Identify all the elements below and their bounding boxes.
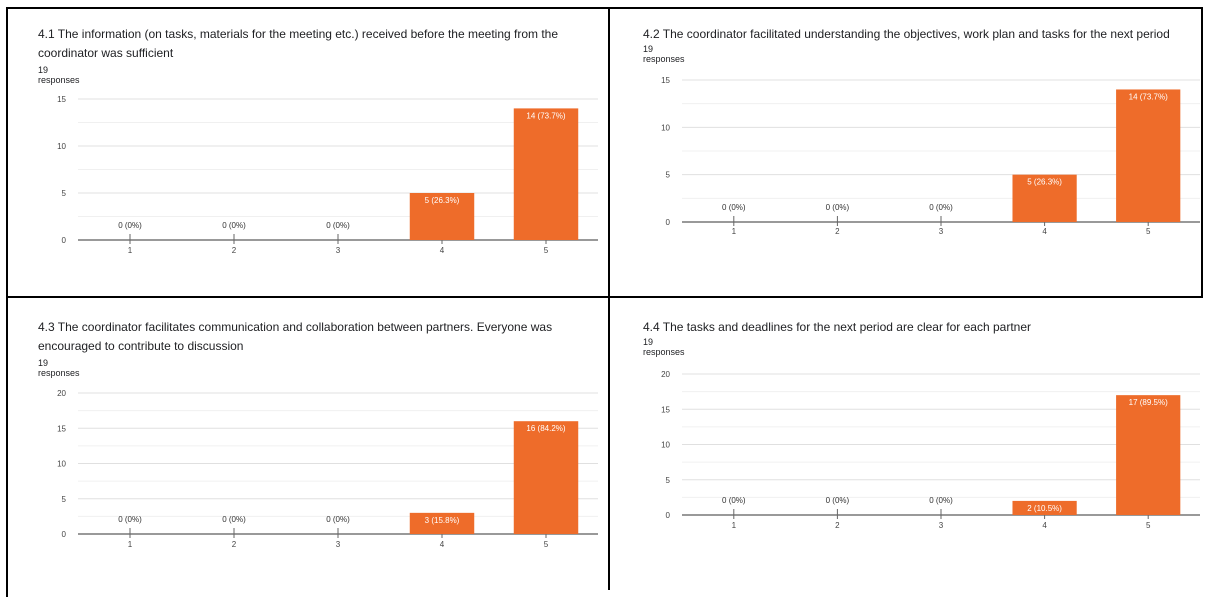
x-tick-label: 4	[1042, 521, 1047, 530]
y-tick-label: 5	[666, 171, 671, 180]
y-tick-label: 15	[57, 95, 66, 104]
y-tick-label: 0	[62, 236, 67, 245]
y-tick-label: 20	[661, 370, 670, 379]
x-tick-label: 2	[232, 540, 237, 549]
data-label: 0 (0%)	[326, 515, 350, 524]
data-label: 0 (0%)	[929, 496, 953, 505]
chart-subtitle: 19 responses	[643, 337, 685, 357]
x-tick-label: 2	[835, 521, 840, 530]
bar	[513, 421, 579, 534]
data-label: 0 (0%)	[326, 221, 350, 230]
data-label: 3 (15.8%)	[425, 516, 460, 525]
x-tick-label: 3	[939, 227, 944, 236]
y-tick-label: 5	[62, 495, 67, 504]
data-label: 5 (26.3%)	[425, 196, 460, 205]
x-tick-label: 1	[128, 540, 133, 549]
x-tick-label: 3	[939, 521, 944, 530]
y-tick-label: 10	[661, 123, 670, 132]
y-tick-label: 0	[666, 218, 671, 227]
data-label: 17 (89.5%)	[1129, 398, 1168, 407]
chart-subtitle: 19 responses	[643, 44, 685, 64]
table-divider-vertical	[608, 7, 610, 590]
data-label: 14 (73.7%)	[526, 111, 565, 120]
table-divider-right	[1201, 7, 1203, 297]
data-label: 0 (0%)	[826, 203, 850, 212]
chart-title: 4.2 The coordinator facilitated understa…	[643, 27, 1170, 41]
y-tick-label: 15	[661, 405, 670, 414]
x-tick-label: 5	[544, 246, 549, 255]
chart-title: 4.1 The information (on tasks, materials…	[38, 27, 559, 60]
data-label: 0 (0%)	[118, 515, 142, 524]
x-tick-label: 4	[440, 540, 445, 549]
data-label: 0 (0%)	[722, 203, 746, 212]
y-tick-label: 0	[666, 511, 671, 520]
y-tick-label: 5	[62, 189, 67, 198]
y-tick-label: 15	[57, 424, 66, 433]
bar	[409, 193, 475, 240]
data-label: 0 (0%)	[222, 515, 246, 524]
x-tick-label: 5	[544, 540, 549, 549]
x-tick-label: 1	[732, 227, 737, 236]
bar	[1012, 174, 1077, 222]
chart-subtitle: 19 responses	[38, 358, 80, 378]
y-tick-label: 10	[57, 460, 66, 469]
bar	[1116, 89, 1181, 222]
x-tick-label: 1	[732, 521, 737, 530]
table-divider-horizontal	[6, 296, 1203, 298]
data-label: 0 (0%)	[222, 221, 246, 230]
data-label: 0 (0%)	[826, 496, 850, 505]
y-tick-label: 0	[62, 530, 67, 539]
x-tick-label: 3	[336, 246, 341, 255]
chart-title: 4.4 The tasks and deadlines for the next…	[643, 320, 1032, 334]
y-tick-label: 20	[57, 389, 66, 398]
bar	[513, 108, 579, 241]
data-label: 14 (73.7%)	[1129, 92, 1168, 101]
y-tick-label: 10	[57, 142, 66, 151]
x-tick-label: 2	[232, 246, 237, 255]
bar	[409, 512, 475, 534]
data-label: 0 (0%)	[929, 203, 953, 212]
data-label: 2 (10.5%)	[1027, 504, 1062, 513]
x-tick-label: 1	[128, 246, 133, 255]
data-label: 0 (0%)	[118, 221, 142, 230]
y-tick-label: 5	[666, 476, 671, 485]
x-tick-label: 4	[440, 246, 445, 255]
y-tick-label: 10	[661, 441, 670, 450]
bar	[1012, 500, 1077, 515]
chart-title: 4.3 The coordinator facilitates communic…	[38, 320, 553, 353]
x-tick-label: 4	[1042, 227, 1047, 236]
data-label: 16 (84.2%)	[526, 424, 565, 433]
data-label: 0 (0%)	[722, 496, 746, 505]
y-tick-label: 15	[661, 76, 670, 85]
bar	[1116, 395, 1181, 515]
x-tick-label: 5	[1146, 521, 1151, 530]
x-tick-label: 3	[336, 540, 341, 549]
chart-subtitle: 19 responses	[38, 65, 80, 85]
x-tick-label: 2	[835, 227, 840, 236]
data-label: 5 (26.3%)	[1027, 178, 1062, 187]
table-grid	[6, 7, 1203, 597]
x-tick-label: 5	[1146, 227, 1151, 236]
